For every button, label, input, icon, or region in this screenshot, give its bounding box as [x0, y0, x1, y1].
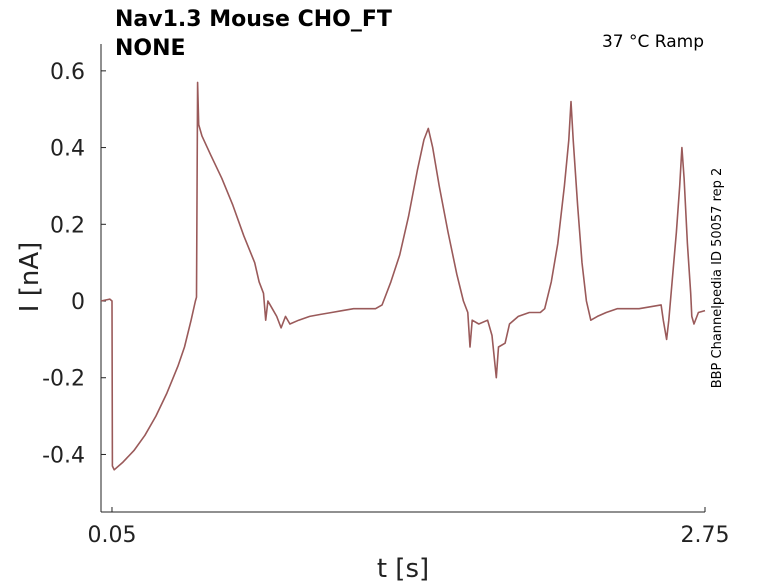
axes [100, 44, 705, 513]
chart-title-line-2: NONE [115, 36, 186, 61]
y-tick-label: 0.4 [50, 137, 85, 162]
y-axis-label: I [nA] [15, 242, 45, 312]
y-tick-label: 0.6 [50, 60, 85, 85]
y-tick-label: 0.2 [50, 213, 85, 238]
x-axis-label: t [s] [377, 554, 429, 583]
side-id-label: BBP Channelpedia ID 50057 rep 2 [710, 168, 725, 389]
chart-title: Nav1.3 Mouse CHO_FT NONE [115, 7, 392, 61]
ticks: -0.4 -0.2 0 0.2 0.4 0.6 0.05 2.75 [42, 60, 729, 548]
current-trace-series-line [100, 81, 706, 471]
condition-label: 37 °C Ramp [602, 32, 704, 52]
x-tick-label: 0.05 [87, 523, 136, 548]
y-tick-label: -0.4 [42, 443, 85, 468]
x-tick-label: 2.75 [681, 523, 730, 548]
y-tick-label: 0 [71, 290, 85, 315]
chart-title-line-1: Nav1.3 Mouse CHO_FT [115, 7, 392, 32]
y-tick-label: -0.2 [42, 367, 85, 392]
